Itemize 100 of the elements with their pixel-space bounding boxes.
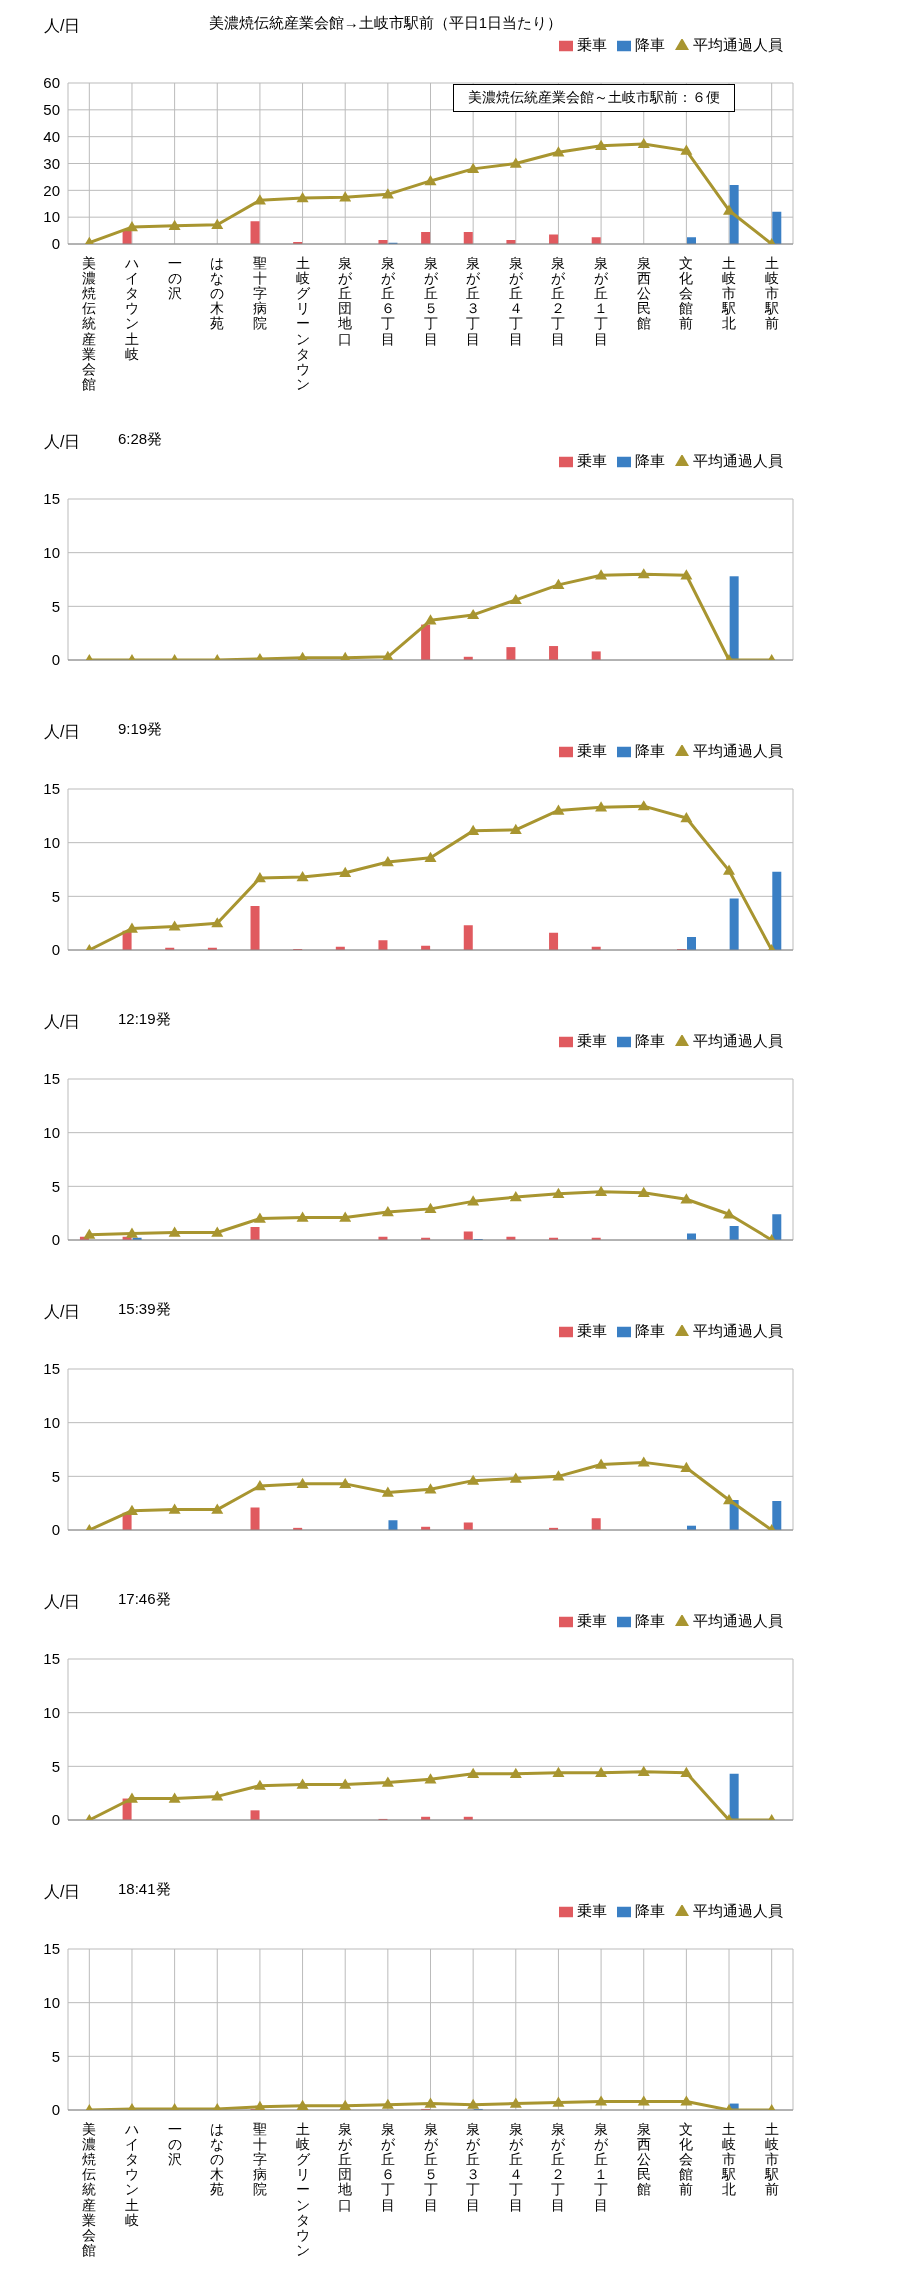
category-label: 土岐グリーンタウン [295,255,310,392]
x-tick-label: 泉が丘団地口 [337,2121,354,2213]
annotation: 美濃焼伝統産業会館～土岐市駅前：６便 [453,84,735,112]
legend-label: 平均通過人員 [693,1322,783,1339]
x-tick-label: 文化会館前 [679,2121,694,2198]
y-tick-label: 15 [43,1940,60,1958]
x-tick-label: 聖十字病院 [252,255,267,332]
legend-label: 降車 [635,1612,665,1629]
legend-label: 降車 [635,36,665,53]
y-tick-label: 0 [51,1231,60,1249]
y-tick-label: 10 [43,1123,60,1141]
x-tick-label: 泉が丘５丁目 [423,2121,439,2213]
legend-label: 乗車 [577,1032,607,1049]
y-tick-label: 15 [43,1360,60,1378]
y-tick-label: 5 [51,1757,60,1775]
chart-title: 美濃焼伝統産業会館→土岐市駅前（平日1日当たり） [208,14,563,31]
chart-title: 18:41発 [118,1880,172,1899]
x-tick-label: 聖十字病院 [252,2121,267,2198]
y-axis-title: 人/日 [44,1592,81,1612]
legend-label: 乗車 [577,1612,607,1629]
y-tick-label: 0 [51,235,60,253]
x-tick-label: 泉西公民館 [636,255,651,332]
x-tick-label: 一の沢 [167,255,182,302]
y-tick-label: 5 [51,2047,60,2065]
category-label: 美濃焼伝統産業会館 [82,2121,97,2258]
legend-label: 平均通過人員 [693,742,783,759]
y-tick-label: 15 [43,780,60,798]
legend-label: 乗車 [577,36,607,53]
y-tick-label: 20 [43,181,60,199]
y-tick-label: 10 [43,1413,60,1431]
y-tick-label: 30 [43,154,60,172]
legend-label: 平均通過人員 [693,1612,783,1629]
y-tick-label: 5 [51,887,60,905]
chart-title: 17:46発 [118,1590,172,1609]
x-tick-label: 泉が丘６丁目 [380,2121,396,2213]
y-axis-title: 人/日 [44,722,81,742]
chart-title: 15:39発 [118,1300,172,1319]
legend-label: 降車 [635,1322,665,1339]
y-tick-label: 60 [43,74,60,92]
y-tick-label: 5 [51,1177,60,1195]
y-axis-title: 人/日 [44,1882,81,1902]
legend-label: 乗車 [577,742,607,759]
y-tick-label: 10 [43,1993,60,2011]
x-tick-label: 土岐市駅北 [721,255,737,332]
legend-label: 平均通過人員 [693,452,783,469]
x-tick-label: 土岐市駅前 [763,2121,779,2198]
legend-label: 乗車 [577,452,607,469]
y-tick-label: 0 [51,941,60,959]
y-tick-label: 15 [43,1650,60,1668]
category-label: 美濃焼伝統産業会館 [82,255,97,392]
y-tick-label: 10 [43,208,60,226]
x-tick-label: 泉が丘４丁目 [508,255,524,347]
y-tick-label: 15 [43,490,60,508]
y-tick-label: 0 [51,1521,60,1539]
chart-title: 9:19発 [118,720,164,739]
category-label: 土岐グリーンタウン [295,2121,310,2258]
y-tick-label: 0 [51,2101,60,2119]
x-tick-label: 土岐市駅前 [763,255,779,332]
x-tick-label: 泉が丘２丁目 [551,2121,567,2213]
y-axis-title: 人/日 [44,432,81,452]
x-tick-label: 土岐市駅北 [721,2121,737,2198]
x-tick-label: はなの木苑 [210,2121,225,2198]
y-tick-label: 5 [51,597,60,615]
legend-label: 乗車 [577,1322,607,1339]
x-tick-label: ハイタウン土岐 [123,2121,139,2228]
x-tick-label: 文化会館前 [679,255,694,332]
y-tick-label: 15 [43,1070,60,1088]
x-tick-label: 泉が丘１丁目 [594,255,610,347]
x-tick-label: ハイタウン土岐 [123,255,139,362]
legend-label: 降車 [635,1902,665,1919]
x-tick-label: 泉が丘６丁目 [380,255,396,347]
y-tick-label: 0 [51,651,60,669]
x-tick-label: 泉が丘団地口 [337,255,354,347]
y-tick-label: 10 [43,1703,60,1721]
y-tick-label: 50 [43,101,60,119]
x-tick-label: 泉が丘３丁目 [466,2121,482,2213]
legend-label: 乗車 [577,1902,607,1919]
y-tick-label: 10 [43,543,60,561]
x-tick-label: はなの木苑 [210,255,225,332]
legend-label: 降車 [635,742,665,759]
x-tick-label: 泉が丘２丁目 [551,255,567,347]
x-tick-label: 泉西公民館 [636,2121,651,2198]
y-tick-label: 40 [43,127,60,145]
y-axis-title: 人/日 [44,16,81,36]
x-tick-label: 泉が丘５丁目 [423,255,439,347]
x-tick-label: 一の沢 [167,2121,182,2168]
x-tick-label: 泉が丘３丁目 [466,255,482,347]
y-tick-label: 10 [43,833,60,851]
chart-title: 6:28発 [118,430,164,449]
x-tick-label: 泉が丘４丁目 [508,2121,524,2213]
y-axis-title: 人/日 [44,1302,81,1322]
y-tick-label: 0 [51,1811,60,1829]
legend-label: 平均通過人員 [693,1032,783,1049]
legend-label: 降車 [635,452,665,469]
legend-label: 平均通過人員 [693,36,783,53]
legend-label: 降車 [635,1032,665,1049]
chart-title: 12:19発 [118,1010,172,1029]
x-tick-label: 泉が丘１丁目 [594,2121,610,2213]
legend-label: 平均通過人員 [693,1902,783,1919]
y-axis-title: 人/日 [44,1012,81,1032]
